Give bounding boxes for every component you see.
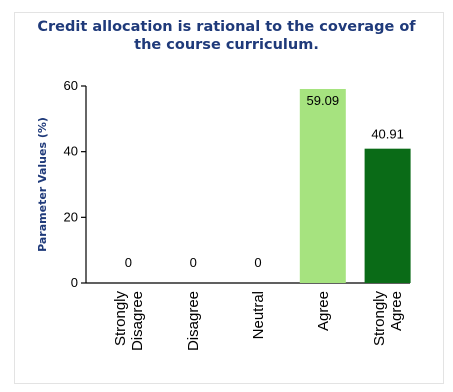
x-tick-label-line: Strongly: [371, 291, 388, 347]
bar-value-label: 0: [190, 255, 197, 270]
axes: 0 20 40 60 Parameter Values (%): [36, 78, 410, 290]
x-tick-label-line: Strongly: [112, 291, 129, 347]
bar: [364, 148, 411, 283]
y-tick-label: 40: [64, 144, 78, 159]
bars: [299, 88, 411, 284]
x-tick-label-line: Disagree: [129, 291, 146, 351]
x-tick-label-line: Disagree: [185, 291, 202, 351]
y-axis-title: Parameter Values (%): [36, 117, 49, 252]
x-tick-label-line: Agree: [388, 291, 405, 331]
x-tick-label: Agree: [315, 291, 332, 331]
y-tick-label: 60: [64, 78, 78, 93]
bar: [299, 88, 346, 284]
bar-value-label: 59.09: [307, 93, 340, 108]
x-tick-label-line: Agree: [315, 291, 332, 331]
y-tick-label: 0: [71, 275, 78, 290]
x-tick-label-line: Neutral: [250, 291, 267, 339]
x-tick-label: Disagree: [185, 291, 202, 351]
bar-value-label: 0: [254, 255, 261, 270]
bar-value-label: 40.91: [371, 127, 404, 142]
chart-title: Credit allocation is rational to the cov…: [37, 19, 416, 53]
bar-value-label: 0: [125, 255, 132, 270]
x-tick-label: Strongly Disagree: [112, 291, 146, 352]
x-tick-label: Neutral: [250, 291, 267, 339]
x-tick-label: Strongly Agree: [371, 291, 405, 347]
y-tick-label: 20: [64, 209, 78, 224]
